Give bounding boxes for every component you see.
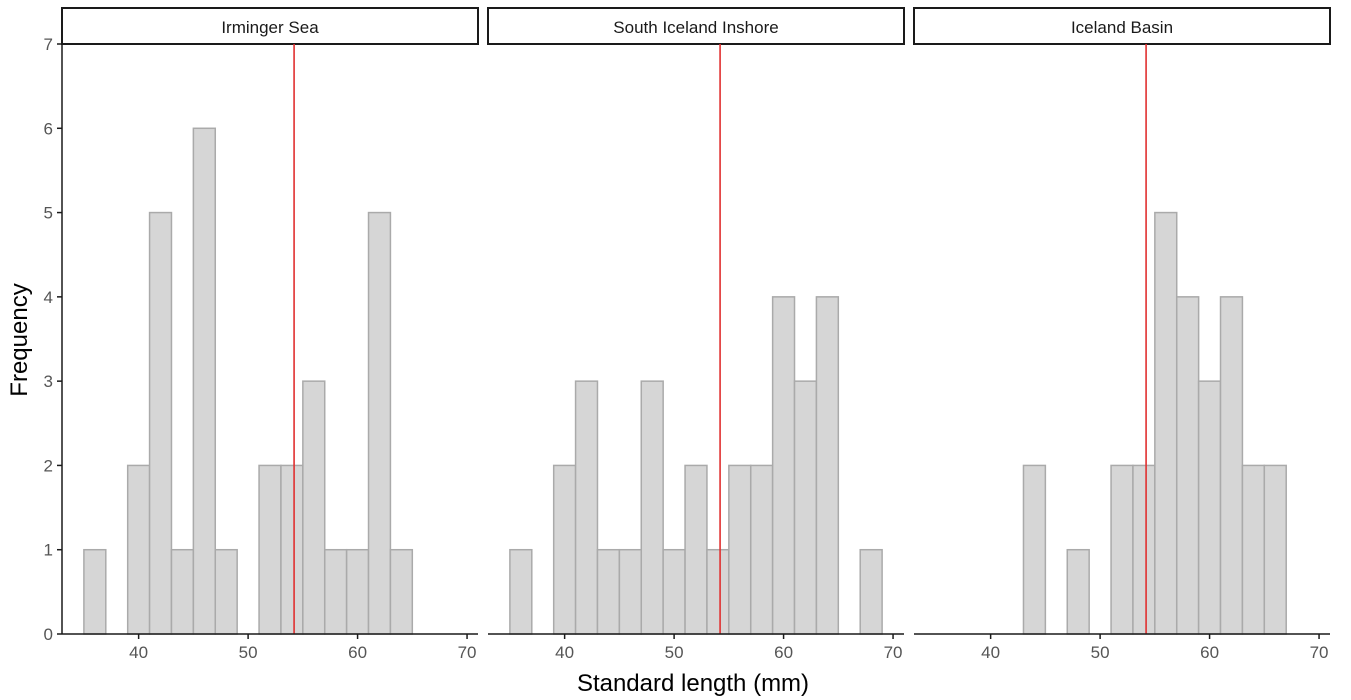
histogram-bar xyxy=(684,464,708,635)
histogram-bar xyxy=(706,548,730,635)
x-tick-label: 70 xyxy=(1310,643,1329,662)
y-tick-label: 6 xyxy=(44,119,53,138)
x-tick-label: 60 xyxy=(1200,643,1219,662)
facet-strip-label: Iceland Basin xyxy=(1071,18,1173,37)
y-tick-label: 3 xyxy=(44,372,53,391)
facet-strip xyxy=(913,7,1331,45)
histogram-bar xyxy=(258,464,282,635)
y-tick-label: 1 xyxy=(44,541,53,560)
histogram-bar xyxy=(1132,464,1156,635)
histogram-bar xyxy=(1154,211,1178,635)
histogram-bar xyxy=(793,380,818,635)
histogram-bar xyxy=(83,548,107,635)
histogram-bar xyxy=(509,548,533,635)
x-tick-label: 70 xyxy=(884,643,903,662)
histogram-bar xyxy=(1263,464,1287,635)
histogram-bar xyxy=(552,464,577,635)
histogram-bar xyxy=(728,464,752,635)
histogram-bar xyxy=(214,548,238,635)
histogram-bar xyxy=(618,548,643,635)
histogram-bar xyxy=(662,548,686,635)
histogram-bar xyxy=(771,296,796,635)
histogram-bar xyxy=(1219,296,1244,635)
facet-panel: Irminger Sea 40 50 60 70 xyxy=(61,7,479,662)
histogram-bar xyxy=(389,548,414,635)
histogram-bar xyxy=(1066,548,1090,635)
facet-strip xyxy=(61,7,479,45)
x-tick-label: 60 xyxy=(774,643,793,662)
histogram-bar xyxy=(1197,380,1222,635)
histogram-bar xyxy=(280,464,304,635)
histogram-bar xyxy=(345,548,370,635)
histogram-bar xyxy=(126,464,151,635)
facet-strip xyxy=(487,7,905,45)
y-tick-label: 7 xyxy=(44,35,53,54)
histogram-bar xyxy=(1241,464,1266,635)
histogram-bar xyxy=(302,380,326,635)
y-tick-label: 2 xyxy=(44,456,53,475)
facet-panel: Iceland Basin 40 50 60 70 xyxy=(913,7,1331,662)
histogram-bar xyxy=(574,380,599,635)
x-tick-label: 40 xyxy=(555,643,574,662)
histogram-bar xyxy=(148,211,173,635)
histogram-bar xyxy=(859,548,883,635)
x-tick-label: 50 xyxy=(1091,643,1110,662)
y-axis-title: Frequency xyxy=(6,283,33,396)
x-axis-title: Standard length (mm) xyxy=(577,670,809,697)
histogram-bar xyxy=(1175,296,1200,635)
histogram-bar xyxy=(815,296,840,635)
histogram-bar xyxy=(1022,464,1047,635)
histogram-bar xyxy=(749,464,774,635)
histogram-bar xyxy=(596,548,621,635)
facet-strip-label: Irminger Sea xyxy=(221,18,319,37)
x-tick-label: 50 xyxy=(665,643,684,662)
histogram-bar xyxy=(170,548,195,635)
histogram-bar xyxy=(367,211,392,635)
histogram-bar xyxy=(640,380,664,635)
x-tick-label: 50 xyxy=(239,643,258,662)
histogram-bar xyxy=(1110,464,1134,635)
x-tick-label: 70 xyxy=(458,643,477,662)
x-tick-label: 40 xyxy=(981,643,1000,662)
histogram-bar xyxy=(192,127,217,635)
y-tick-label: 0 xyxy=(44,625,53,644)
y-tick-label: 5 xyxy=(44,204,53,223)
y-tick-label: 4 xyxy=(44,288,53,307)
facet-strip-label: South Iceland Inshore xyxy=(613,18,778,37)
facet-panel: South Iceland Inshore 40 50 60 70 xyxy=(487,7,905,662)
histogram-bar xyxy=(323,548,348,635)
x-tick-label: 40 xyxy=(129,643,148,662)
x-tick-label: 60 xyxy=(348,643,367,662)
